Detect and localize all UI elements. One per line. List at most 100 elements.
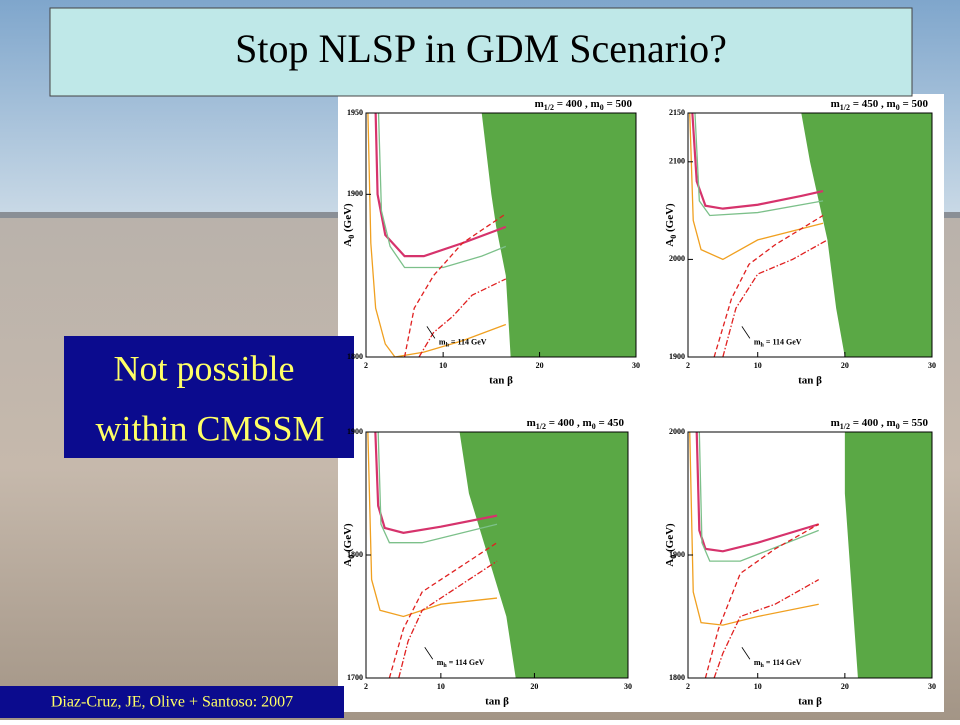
annotation: mh = 114 GeV xyxy=(439,337,487,349)
citation: Diaz-Cruz, JE, Olive + Santoso: 2007 xyxy=(51,694,293,711)
annotation: mh = 114 GeV xyxy=(437,658,485,670)
curve xyxy=(689,432,819,626)
annotation: mh = 114 GeV xyxy=(754,658,802,670)
text-part: = 114 GeV xyxy=(764,337,802,346)
citation-box xyxy=(0,686,344,718)
x-axis-label: tan β xyxy=(489,375,513,387)
curve xyxy=(377,432,498,544)
title-box xyxy=(49,7,913,97)
text-part: m xyxy=(437,658,444,667)
text-part: = 114 GeV xyxy=(764,658,802,667)
y-axis-label: A0 (GeV) xyxy=(342,523,357,567)
x-tick-label: 10 xyxy=(439,361,447,370)
panel-title: m1/2 = 450 , m0 = 500 xyxy=(831,98,929,113)
curve xyxy=(388,542,498,678)
text-part: (GeV) xyxy=(342,523,354,555)
curve xyxy=(722,239,828,357)
text-part: h xyxy=(443,664,447,670)
y-tick-label: 1900 xyxy=(347,427,363,436)
text-part: 0 xyxy=(592,422,596,431)
text-part: A xyxy=(342,239,354,247)
panel-title: m1/2 = 400 , m0 = 500 xyxy=(535,98,633,113)
y-tick-label: 1900 xyxy=(669,352,685,361)
annotation-arrow xyxy=(741,326,751,339)
text-part: m xyxy=(831,417,840,429)
curve xyxy=(694,113,824,217)
y-tick-label: 1800 xyxy=(347,550,363,559)
panel-title: m1/2 = 400 , m0 = 450 xyxy=(527,417,625,432)
text-part: (GeV) xyxy=(342,203,354,235)
curve xyxy=(689,113,824,261)
y-axis-label: A0 (GeV) xyxy=(664,203,679,247)
text-part: m xyxy=(754,337,761,346)
text-part: 0 xyxy=(347,555,356,559)
text-part: 0 xyxy=(669,235,678,239)
x-tick-label: 10 xyxy=(754,361,762,370)
text-part: 0 xyxy=(669,555,678,559)
y-tick-label: 2000 xyxy=(669,427,685,436)
x-tick-label: 20 xyxy=(530,682,538,691)
text-part: m xyxy=(439,337,446,346)
text-part: = 400 , m xyxy=(850,417,896,429)
plot-frame xyxy=(687,112,933,358)
text-part: = 114 GeV xyxy=(447,658,485,667)
text-part: m xyxy=(754,658,761,667)
callout-line: Not possible xyxy=(113,348,294,388)
y-tick-label: 1950 xyxy=(347,108,363,117)
text-part: 0 xyxy=(600,103,604,112)
text-part: m xyxy=(831,98,840,110)
x-tick-label: 20 xyxy=(841,361,849,370)
y-tick-label: 1800 xyxy=(347,352,363,361)
text-part: 0 xyxy=(347,235,356,239)
x-tick-label: 2 xyxy=(364,682,368,691)
annotation-arrow xyxy=(741,647,751,660)
text-part: 1/2 xyxy=(544,103,554,112)
x-tick-label: 2 xyxy=(686,361,690,370)
plot-frame xyxy=(365,112,637,358)
text-part: A xyxy=(342,559,354,567)
y-tick-label: 2150 xyxy=(669,108,685,117)
curve xyxy=(691,113,824,210)
text-part: m xyxy=(527,417,536,429)
curve xyxy=(418,278,507,357)
text-part: (GeV) xyxy=(664,523,676,555)
text-part: = 450 xyxy=(596,417,625,429)
annotation: mh = 114 GeV xyxy=(754,337,802,349)
curve xyxy=(695,432,820,553)
text-part: h xyxy=(761,664,765,670)
x-tick-label: 30 xyxy=(632,361,640,370)
y-tick-label: 2000 xyxy=(669,254,685,263)
text-part: A xyxy=(664,559,676,567)
y-tick-label: 1900 xyxy=(347,189,363,198)
curve xyxy=(377,113,507,269)
callout-line: within CMSSM xyxy=(95,408,324,448)
text-part: 1/2 xyxy=(840,103,850,112)
x-tick-label: 2 xyxy=(364,361,368,370)
text-part: = 400 , m xyxy=(554,98,600,110)
y-tick-label: 2100 xyxy=(669,157,685,166)
text-part: A xyxy=(664,239,676,247)
panel-title: m1/2 = 400 , m0 = 550 xyxy=(831,417,929,432)
text-part: h xyxy=(446,343,450,349)
text-part: = 114 GeV xyxy=(449,337,487,346)
text-part: 1/2 xyxy=(536,422,546,431)
y-tick-label: 1800 xyxy=(669,673,685,682)
x-tick-label: 10 xyxy=(754,682,762,691)
curve xyxy=(713,214,824,357)
text-part: = 500 xyxy=(900,98,929,110)
curve xyxy=(704,523,820,678)
text-part: = 450 , m xyxy=(850,98,896,110)
curve xyxy=(398,560,498,678)
curve xyxy=(403,213,507,357)
y-axis-label: A0 (GeV) xyxy=(664,523,679,567)
x-tick-label: 2 xyxy=(686,682,690,691)
excluded-region xyxy=(459,432,628,678)
annotation-arrow xyxy=(424,647,434,660)
x-tick-label: 30 xyxy=(928,682,936,691)
y-tick-label: 1900 xyxy=(669,550,685,559)
text-part: = 400 , m xyxy=(546,417,592,429)
text-part: 1/2 xyxy=(840,422,850,431)
x-axis-label: tan β xyxy=(798,696,822,708)
y-tick-label: 1700 xyxy=(347,673,363,682)
